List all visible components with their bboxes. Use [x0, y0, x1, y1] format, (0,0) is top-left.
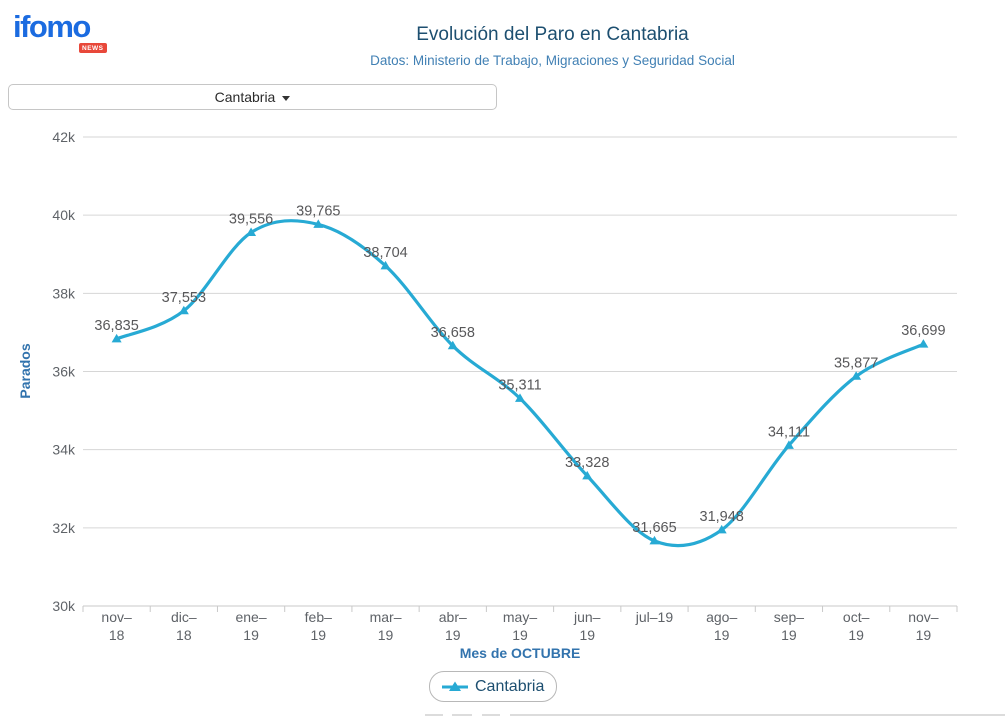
page-bottom-divider — [482, 714, 500, 716]
line-chart: Parados Mes de OCTUBRE 30k 32k 34k 36k 38k 40… — [17, 129, 958, 661]
y-tick-label: 38k — [52, 285, 76, 301]
page-bottom-divider — [425, 714, 443, 716]
y-tick-label: 32k — [52, 520, 76, 536]
x-tick-label: jun– 19 — [573, 609, 601, 643]
data-point-marker[interactable] — [649, 535, 660, 545]
data-point-marker[interactable] — [447, 340, 458, 350]
data-point-marker[interactable] — [313, 219, 324, 228]
x-tick-label: oct– 19 — [843, 609, 870, 643]
y-tick-label: 30k — [52, 598, 76, 614]
data-label: 37,553 — [162, 290, 206, 306]
ifomo-logo-news-badge: NEWS — [79, 43, 107, 53]
ifomo-logo-text: ifomo — [13, 9, 91, 44]
page-subtitle: Datos: Ministerio de Trabajo, Migracione… — [370, 53, 735, 68]
y-tick-label: 40k — [52, 207, 76, 223]
data-point-marker[interactable] — [716, 524, 727, 534]
legend-cantabria[interactable]: Cantabria — [429, 671, 558, 702]
y-tick-label: 36k — [52, 364, 76, 380]
legend-label: Cantabria — [475, 677, 545, 695]
data-point-marker[interactable] — [515, 393, 525, 402]
y-axis-title: Parados — [17, 343, 33, 398]
y-tick-label: 34k — [52, 442, 76, 458]
x-tick-label: sep– 19 — [774, 609, 805, 643]
data-label: 35,877 — [834, 355, 878, 371]
page-bottom-divider — [452, 714, 472, 716]
page-bottom-divider — [510, 714, 1005, 716]
data-label: 35,311 — [498, 377, 541, 393]
data-point-marker[interactable] — [380, 260, 391, 270]
data-label: 31,665 — [632, 520, 676, 536]
data-point-marker[interactable] — [111, 333, 122, 343]
legend-line-marker-icon — [442, 681, 468, 691]
x-tick-label: dic– 18 — [171, 609, 197, 643]
data-point-marker[interactable] — [851, 371, 862, 380]
data-label: 39,556 — [229, 212, 273, 228]
data-label: 39,765 — [296, 203, 340, 219]
x-tick-label: ago– 19 — [706, 609, 737, 643]
header-titles: Evolución del Paro en Cantabria Datos: M… — [100, 23, 1005, 69]
x-axis-title: Mes de OCTUBRE — [460, 645, 581, 661]
data-point-marker[interactable] — [783, 440, 794, 449]
x-tick-label: feb– 19 — [305, 609, 332, 643]
data-label: 33,328 — [565, 455, 609, 471]
region-dropdown[interactable]: Cantabria — [8, 84, 497, 110]
data-point-marker[interactable] — [246, 227, 257, 237]
data-label: 36,699 — [901, 323, 945, 339]
y-tick-label: 42k — [52, 129, 76, 145]
x-tick-label: abr– 19 — [439, 609, 467, 643]
x-tick-label: jul–19 — [635, 609, 674, 625]
x-tick-label: nov– 18 — [101, 609, 132, 643]
page-title: Evolución del Paro en Cantabria — [416, 24, 689, 45]
data-label: 38,704 — [363, 245, 407, 261]
x-tick-label: ene– 19 — [235, 609, 266, 643]
ifomo-logo[interactable]: ifomo NEWS — [13, 9, 107, 54]
region-dropdown-value: Cantabria — [214, 89, 276, 105]
data-point-marker[interactable] — [918, 339, 929, 348]
x-tick-label: may– 19 — [503, 609, 537, 643]
data-point-marker[interactable] — [582, 470, 593, 480]
data-label: 36,835 — [94, 318, 138, 334]
data-label: 36,658 — [431, 325, 475, 341]
chevron-down-icon — [282, 95, 291, 101]
data-label: 34,111 — [768, 424, 810, 440]
x-tick-label: nov– 19 — [908, 609, 939, 643]
x-tick-label: mar– 19 — [370, 609, 402, 643]
data-point-marker[interactable] — [178, 305, 189, 315]
data-label: 31,948 — [700, 509, 744, 525]
